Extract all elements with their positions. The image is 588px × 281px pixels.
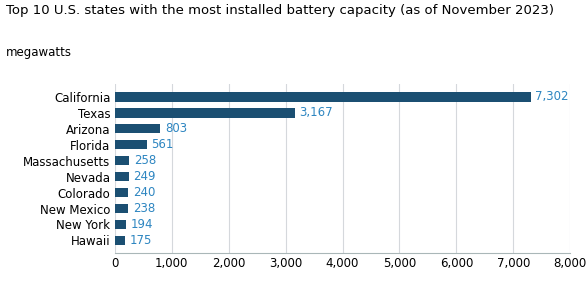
Bar — [115, 156, 129, 166]
Bar — [115, 108, 295, 117]
Bar — [115, 172, 129, 181]
Text: 194: 194 — [131, 218, 153, 231]
Text: Top 10 U.S. states with the most installed battery capacity (as of November 2023: Top 10 U.S. states with the most install… — [6, 4, 554, 17]
Text: 175: 175 — [129, 234, 152, 247]
Text: 3,167: 3,167 — [300, 106, 333, 119]
Text: 238: 238 — [133, 202, 155, 215]
Bar — [115, 188, 128, 197]
Text: 258: 258 — [134, 154, 156, 167]
Text: 561: 561 — [151, 138, 173, 151]
Text: 240: 240 — [133, 186, 155, 199]
Bar — [115, 92, 530, 101]
Text: megawatts: megawatts — [6, 46, 72, 59]
Text: 803: 803 — [165, 122, 187, 135]
Bar — [115, 236, 125, 245]
Bar — [115, 204, 128, 213]
Bar — [115, 220, 126, 229]
Bar — [115, 124, 161, 133]
Text: 7,302: 7,302 — [535, 90, 569, 103]
Bar — [115, 140, 146, 149]
Text: 249: 249 — [133, 170, 156, 183]
